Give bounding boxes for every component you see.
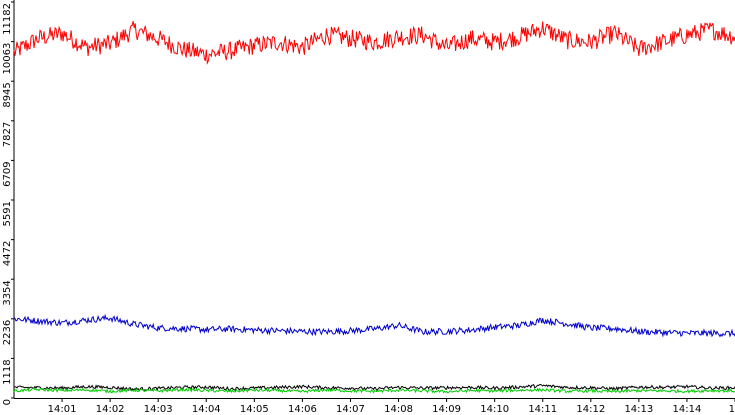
series-line-1 xyxy=(13,20,735,65)
series-line-2 xyxy=(13,313,735,338)
x-tick-label: 14:03 xyxy=(144,404,173,415)
x-tick-label: 14:14 xyxy=(673,404,702,415)
x-tick-label: 14:11 xyxy=(528,404,557,415)
x-tick-label: 14:12 xyxy=(576,404,605,415)
y-tick-label: 10063 xyxy=(2,43,13,75)
y-tick-label: 5591 xyxy=(2,201,13,226)
x-tick-label: 14:10 xyxy=(480,404,509,415)
x-tick-label: 14:04 xyxy=(192,404,221,415)
x-tick-label: 14 xyxy=(729,404,735,415)
x-tick-label: 14:01 xyxy=(48,404,77,415)
x-tick-label: 14:02 xyxy=(96,404,125,415)
y-tick-label: 6709 xyxy=(2,161,13,186)
x-tick-label: 14:06 xyxy=(288,404,317,415)
y-tick-label: 7827 xyxy=(2,122,13,147)
series-line-4 xyxy=(13,386,735,394)
y-tick-label: 0 xyxy=(2,399,13,405)
x-tick-label: 14:07 xyxy=(336,404,365,415)
plot-area xyxy=(13,0,735,399)
series-layer xyxy=(13,20,735,394)
y-tick-label: 11182 xyxy=(2,3,13,35)
x-axis: 14:01 14:02 14:03 14:04 14:05 14:06 14:07 14:08… xyxy=(48,398,735,415)
x-tick-label: 14:08 xyxy=(384,404,413,415)
x-tick-label: 14:13 xyxy=(624,404,653,415)
y-axis: 0 1118 2236 3354 4472 5591 6709 7827 8945 10063 11… xyxy=(2,1,14,405)
x-tick-label: 14:05 xyxy=(240,404,269,415)
y-tick-label: 8945 xyxy=(2,82,13,107)
y-tick-label: 3354 xyxy=(2,280,13,305)
y-tick-label: 2236 xyxy=(2,320,13,345)
y-tick-label: 4472 xyxy=(2,241,13,266)
series-line-3 xyxy=(13,383,735,392)
y-tick-label: 1118 xyxy=(2,359,13,384)
x-tick-label: 14:09 xyxy=(432,404,461,415)
